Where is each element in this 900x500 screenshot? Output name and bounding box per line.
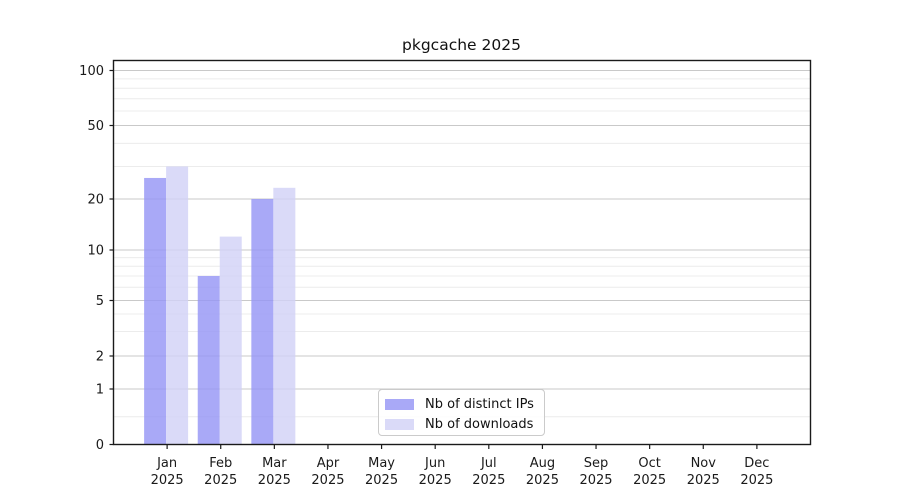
x-tick-label-year: 2025	[579, 473, 612, 488]
bar-feb-downloads	[219, 236, 242, 445]
x-tick-label-year: 2025	[633, 473, 666, 488]
legend-item-downloads: Nb of downloads	[385, 416, 544, 433]
y-tick-label: 50	[87, 119, 104, 134]
x-tick-label-month: Apr	[317, 456, 340, 471]
y-tick-label: 10	[87, 244, 104, 259]
legend-swatch-downloads	[385, 419, 414, 430]
y-tick-label: 1	[96, 383, 104, 398]
x-tick-label-year: 2025	[419, 473, 452, 488]
y-tick-label: 2	[96, 350, 104, 365]
x-tick-label-month: May	[368, 456, 395, 471]
plot-border	[112, 59, 812, 446]
x-tick-label-year: 2025	[151, 473, 184, 488]
x-tick-label-month: Nov	[691, 456, 717, 471]
bar-mar-downloads	[273, 187, 296, 445]
bar-jan-downloads	[166, 166, 189, 445]
x-tick-label-month: Jun	[424, 456, 445, 471]
x-tick-label-month: Feb	[209, 456, 232, 471]
x-tick-label-month: Jan	[156, 456, 177, 471]
legend-swatch-distinct-ips	[385, 399, 414, 410]
x-tick-label-year: 2025	[311, 473, 344, 488]
legend-label-distinct-ips: Nb of distinct IPs	[425, 397, 534, 412]
x-tick-label-month: Dec	[744, 456, 769, 471]
x-tick-label-month: Oct	[638, 456, 660, 471]
chart-title: pkgcache 2025	[402, 36, 521, 54]
x-tick-label-year: 2025	[740, 473, 773, 488]
x-tick-label-month: Aug	[530, 456, 555, 471]
x-tick-label-month: Mar	[262, 456, 287, 471]
y-tick-label: 0	[96, 438, 104, 453]
legend-item-distinct-ips: Nb of distinct IPs	[385, 396, 544, 413]
legend: Nb of distinct IPs Nb of downloads	[378, 389, 545, 436]
x-tick-label-year: 2025	[258, 473, 291, 488]
bar-feb-distinct-ips	[197, 275, 220, 445]
y-tick-label: 20	[87, 193, 104, 208]
y-tick-label: 5	[96, 294, 104, 309]
x-tick-label-year: 2025	[472, 473, 505, 488]
y-tick-label: 100	[79, 64, 104, 79]
x-tick-label-month: Jul	[480, 456, 497, 471]
x-tick-label-year: 2025	[687, 473, 720, 488]
bar-mar-distinct-ips	[251, 199, 274, 445]
x-tick-label-year: 2025	[526, 473, 559, 488]
x-tick-label-month: Sep	[584, 456, 609, 471]
legend-label-downloads: Nb of downloads	[425, 417, 534, 432]
x-tick-label-year: 2025	[365, 473, 398, 488]
x-tick-label-year: 2025	[204, 473, 237, 488]
bar-jan-distinct-ips	[144, 177, 167, 445]
